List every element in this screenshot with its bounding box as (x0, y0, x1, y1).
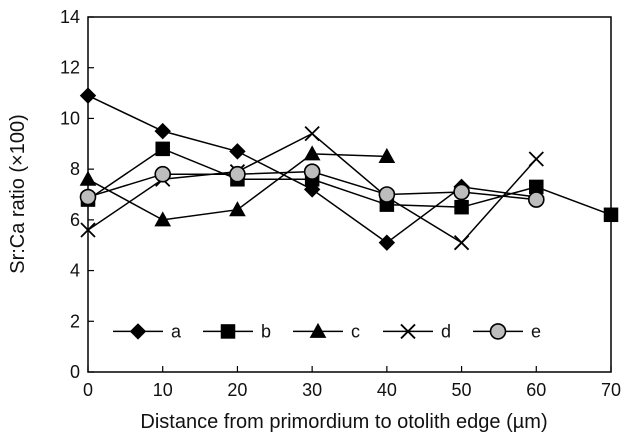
series-layer (79, 87, 619, 251)
series-c-point (303, 145, 321, 161)
series-e-point (378, 186, 396, 203)
series-a-point (378, 234, 396, 251)
series-e-point (453, 183, 470, 201)
series-a-point (229, 143, 246, 160)
series-b-line (87, 148, 612, 216)
legend-marker-c (309, 322, 327, 338)
x-tick-label: 10 (153, 380, 173, 400)
series-d-point (453, 235, 470, 251)
x-tick-label: 30 (302, 380, 322, 400)
legend-label-c: c (351, 321, 360, 341)
x-axis-title: Distance from primordium to otolith edge… (140, 411, 547, 433)
series-e-point (154, 165, 172, 183)
series-d-point (528, 151, 544, 167)
y-axis-title: Sr:Ca ratio (×100) (7, 114, 29, 274)
series-c-point (378, 147, 396, 163)
y-axis-ticks: 0 2 4 6 8 10 12 14 (60, 7, 94, 382)
y-tick-label: 2 (70, 311, 80, 331)
legend-marker-d (400, 323, 416, 340)
series-b-point (155, 141, 170, 157)
series-d-point (80, 222, 96, 238)
series-c-point (79, 170, 97, 186)
y-tick-label: 0 (70, 362, 80, 382)
x-tick-label: 40 (377, 380, 397, 400)
series-a-point (154, 122, 171, 140)
x-tick-label: 60 (526, 380, 546, 400)
legend-item-b: b (203, 321, 271, 341)
series-e-point (79, 188, 97, 206)
y-tick-label: 4 (70, 261, 80, 281)
legend-label-d: d (441, 321, 451, 341)
x-tick-label: 20 (227, 380, 247, 400)
series-e-point (527, 191, 545, 208)
legend-item-d: d (383, 321, 451, 341)
legend-label-b: b (261, 321, 271, 341)
series-e (79, 163, 545, 208)
legend: a b c d e (113, 321, 541, 341)
series-c-point (229, 201, 246, 217)
x-tick-label: 70 (601, 380, 621, 400)
legend-item-a: a (113, 321, 182, 341)
legend-marker-e (489, 323, 507, 340)
legend-item-e: e (473, 321, 541, 341)
y-tick-label: 8 (70, 159, 80, 179)
x-tick-label: 50 (452, 380, 472, 400)
legend-marker-b (220, 324, 236, 339)
series-e-point (229, 165, 246, 183)
series-d-point (304, 126, 320, 142)
series-a-point (79, 87, 97, 104)
series-b-point (454, 199, 469, 215)
y-tick-label: 6 (70, 210, 80, 230)
legend-item-c: c (293, 321, 360, 341)
y-tick-label: 12 (60, 58, 80, 78)
series-c-point (154, 211, 172, 227)
legend-marker-a (129, 323, 147, 340)
y-tick-label: 10 (60, 108, 80, 128)
legend-label-e: e (531, 321, 541, 341)
y-tick-label: 14 (60, 7, 80, 27)
series-e-point (303, 163, 321, 180)
x-tick-label: 0 (83, 380, 93, 400)
series-b-point (603, 207, 619, 223)
legend-label-a: a (171, 321, 182, 341)
x-axis-ticks: 0 10 20 30 40 50 60 70 (83, 366, 621, 400)
